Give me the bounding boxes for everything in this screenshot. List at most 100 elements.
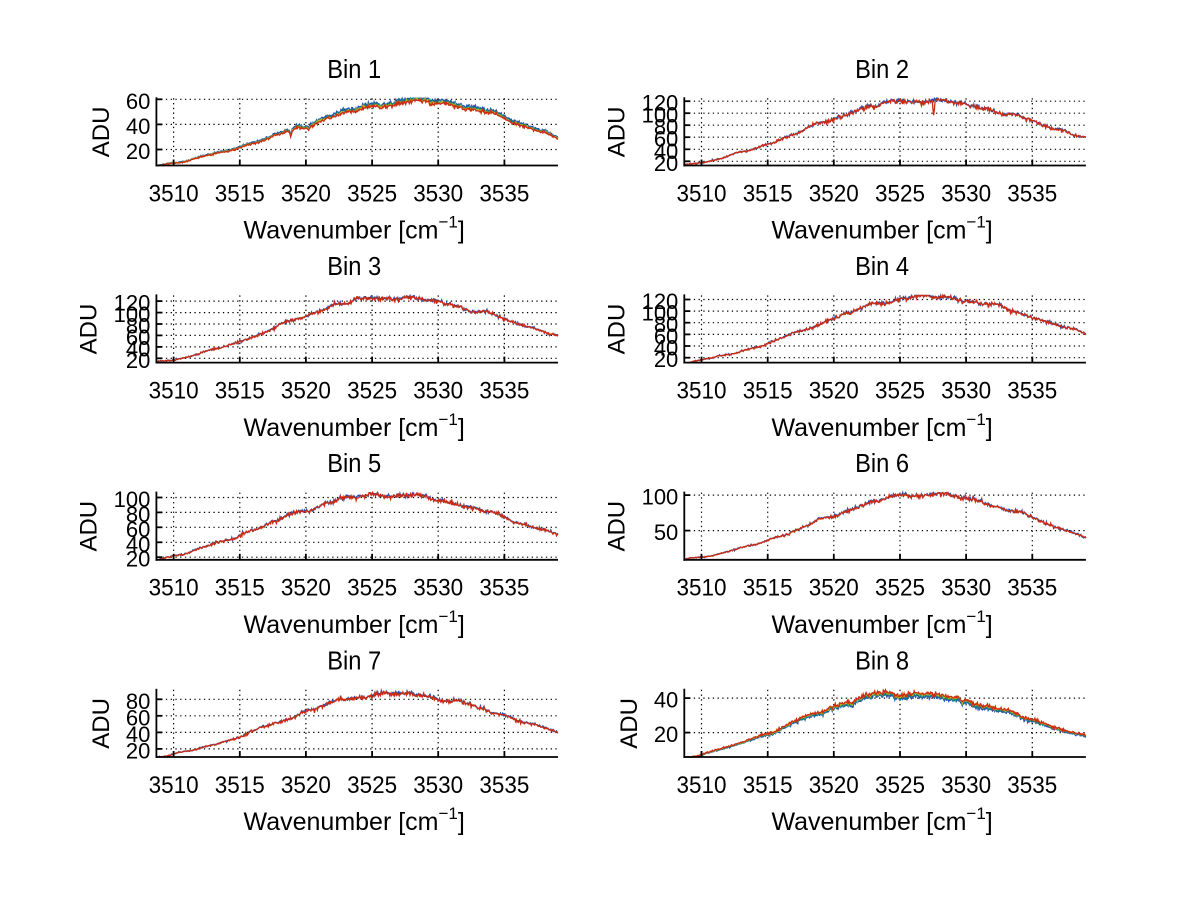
svg-text:Bin 8: Bin 8 <box>855 647 909 675</box>
svg-text:Wavenumber [cm−1]: Wavenumber [cm−1] <box>244 213 465 245</box>
svg-text:ADU: ADU <box>616 698 643 749</box>
svg-text:3530: 3530 <box>941 575 991 602</box>
svg-text:ADU: ADU <box>88 698 115 749</box>
svg-text:ADU: ADU <box>604 304 631 355</box>
svg-text:3520: 3520 <box>809 377 859 404</box>
svg-text:80: 80 <box>126 314 150 339</box>
svg-text:Wavenumber [cm−1]: Wavenumber [cm−1] <box>771 607 992 639</box>
svg-text:Bin 1: Bin 1 <box>327 56 381 84</box>
svg-text:3535: 3535 <box>479 180 529 207</box>
svg-text:ADU: ADU <box>76 501 103 552</box>
svg-text:ADU: ADU <box>604 501 631 552</box>
svg-text:Bin 6: Bin 6 <box>855 450 909 478</box>
svg-text:80: 80 <box>126 502 150 527</box>
svg-text:3520: 3520 <box>281 180 331 207</box>
svg-text:Bin 3: Bin 3 <box>327 253 381 281</box>
svg-text:3515: 3515 <box>743 575 793 602</box>
svg-text:3520: 3520 <box>281 772 331 799</box>
svg-text:100: 100 <box>642 301 679 326</box>
svg-text:3510: 3510 <box>677 377 727 404</box>
svg-text:3515: 3515 <box>215 180 265 207</box>
svg-text:50: 50 <box>654 520 678 545</box>
svg-text:3515: 3515 <box>743 772 793 799</box>
svg-text:60: 60 <box>654 127 678 152</box>
svg-text:3530: 3530 <box>413 180 463 207</box>
svg-text:3535: 3535 <box>479 377 529 404</box>
svg-text:Wavenumber [cm−1]: Wavenumber [cm−1] <box>244 804 465 836</box>
svg-text:3525: 3525 <box>347 377 397 404</box>
svg-text:20: 20 <box>654 347 678 372</box>
svg-text:ADU: ADU <box>88 107 115 158</box>
svg-text:3535: 3535 <box>1007 772 1057 799</box>
svg-text:40: 40 <box>126 336 150 361</box>
svg-text:60: 60 <box>654 324 678 349</box>
svg-text:3535: 3535 <box>479 575 529 602</box>
svg-text:40: 40 <box>654 336 678 361</box>
svg-text:20: 20 <box>126 547 150 572</box>
svg-text:80: 80 <box>126 689 150 714</box>
svg-text:ADU: ADU <box>604 107 631 158</box>
svg-text:80: 80 <box>654 115 678 140</box>
svg-text:3525: 3525 <box>347 575 397 602</box>
svg-text:3530: 3530 <box>413 772 463 799</box>
svg-text:100: 100 <box>114 302 151 327</box>
svg-text:40: 40 <box>126 532 150 557</box>
svg-text:3525: 3525 <box>875 575 925 602</box>
svg-text:3530: 3530 <box>413 575 463 602</box>
svg-text:Wavenumber [cm−1]: Wavenumber [cm−1] <box>771 804 992 836</box>
svg-text:3535: 3535 <box>1007 575 1057 602</box>
svg-text:80: 80 <box>654 312 678 337</box>
svg-text:120: 120 <box>114 291 151 316</box>
svg-text:3510: 3510 <box>677 772 727 799</box>
svg-text:100: 100 <box>642 485 679 510</box>
svg-text:3520: 3520 <box>281 377 331 404</box>
svg-text:3520: 3520 <box>809 180 859 207</box>
svg-text:40: 40 <box>126 722 150 747</box>
svg-text:3525: 3525 <box>875 772 925 799</box>
svg-text:3525: 3525 <box>347 180 397 207</box>
svg-text:3510: 3510 <box>677 180 727 207</box>
svg-text:3515: 3515 <box>215 575 265 602</box>
svg-text:60: 60 <box>126 89 150 114</box>
svg-text:20: 20 <box>126 348 150 373</box>
svg-text:3530: 3530 <box>941 772 991 799</box>
svg-text:3525: 3525 <box>347 772 397 799</box>
svg-text:3530: 3530 <box>941 377 991 404</box>
svg-text:3510: 3510 <box>149 180 199 207</box>
svg-text:Bin 7: Bin 7 <box>327 647 381 675</box>
svg-text:Bin 2: Bin 2 <box>855 56 909 84</box>
svg-text:Wavenumber [cm−1]: Wavenumber [cm−1] <box>771 213 992 245</box>
svg-text:3520: 3520 <box>809 772 859 799</box>
svg-text:20: 20 <box>126 738 150 763</box>
svg-text:3515: 3515 <box>743 180 793 207</box>
svg-text:Bin 5: Bin 5 <box>327 450 381 478</box>
svg-text:ADU: ADU <box>76 304 103 355</box>
svg-text:40: 40 <box>654 139 678 164</box>
svg-text:3510: 3510 <box>149 772 199 799</box>
svg-text:20: 20 <box>126 139 150 164</box>
svg-text:3515: 3515 <box>215 377 265 404</box>
svg-text:120: 120 <box>642 289 679 314</box>
svg-text:100: 100 <box>114 487 151 512</box>
svg-text:3525: 3525 <box>875 377 925 404</box>
svg-text:3530: 3530 <box>941 180 991 207</box>
svg-text:100: 100 <box>642 103 679 128</box>
svg-text:3520: 3520 <box>281 575 331 602</box>
svg-text:3535: 3535 <box>1007 180 1057 207</box>
svg-text:3515: 3515 <box>215 772 265 799</box>
svg-text:3510: 3510 <box>677 575 727 602</box>
svg-text:40: 40 <box>126 114 150 139</box>
svg-text:Wavenumber [cm−1]: Wavenumber [cm−1] <box>244 607 465 639</box>
svg-text:60: 60 <box>126 517 150 542</box>
svg-text:3510: 3510 <box>149 575 199 602</box>
svg-text:20: 20 <box>654 151 678 176</box>
svg-text:3515: 3515 <box>743 377 793 404</box>
svg-text:Bin 4: Bin 4 <box>855 253 909 281</box>
svg-text:3525: 3525 <box>875 180 925 207</box>
svg-text:Wavenumber [cm−1]: Wavenumber [cm−1] <box>771 410 992 442</box>
svg-text:60: 60 <box>126 325 150 350</box>
svg-text:120: 120 <box>642 91 679 116</box>
svg-text:3520: 3520 <box>809 575 859 602</box>
svg-text:3535: 3535 <box>1007 377 1057 404</box>
svg-text:20: 20 <box>654 722 678 747</box>
